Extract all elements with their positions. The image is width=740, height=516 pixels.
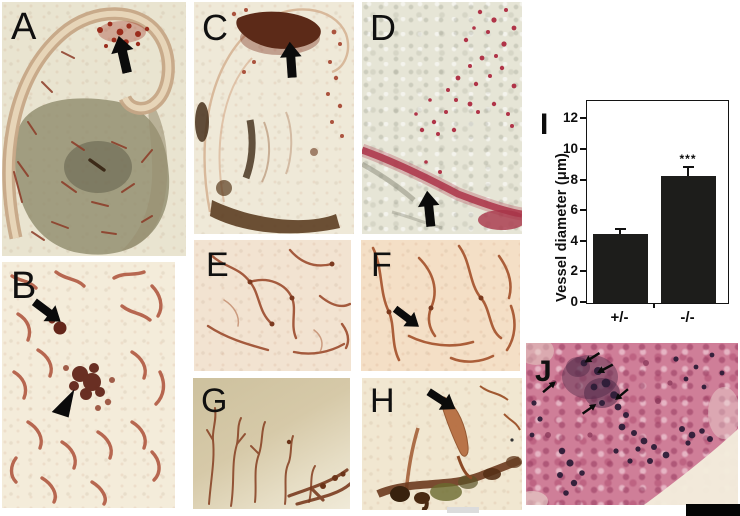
y-tick-mark (580, 147, 586, 150)
bar--/- (661, 176, 716, 303)
panel-b-label: B (11, 265, 37, 307)
y-tick-mark (580, 239, 586, 242)
scale-bar-faint (447, 507, 479, 513)
micrograph-art (376, 385, 522, 510)
y-tick-mark (580, 301, 586, 303)
micrograph-art (9, 270, 166, 506)
small-arrow-icon (595, 360, 616, 377)
panel-h-label: H (370, 382, 395, 420)
small-arrow-icon (582, 348, 603, 366)
panel-a-micrograph: A (2, 2, 186, 256)
y-tick-label: 12 (562, 110, 578, 126)
thick-arrow-icon (389, 301, 425, 335)
x-tick-mark (653, 303, 655, 308)
micrograph-art (526, 343, 738, 505)
error-bar-cap (615, 228, 626, 231)
thick-arrow-icon (423, 383, 461, 418)
panel-i-label: I (540, 108, 549, 141)
y-tick-label: 6 (570, 202, 578, 218)
error-bar (687, 168, 689, 176)
x-category-label: -/- (680, 309, 695, 326)
small-arrow-icon (612, 385, 631, 403)
y-tick-label: 8 (570, 171, 578, 187)
panel-h-micrograph: H (362, 378, 522, 510)
panel-f-micrograph: F (361, 240, 520, 371)
y-tick-mark (580, 209, 586, 212)
error-bar (619, 230, 621, 235)
thick-arrow-icon (107, 33, 140, 76)
thick-arrow-icon (27, 293, 66, 330)
panel-a-label: A (11, 6, 37, 48)
micrograph-art (206, 407, 350, 507)
panel-e-label: E (206, 246, 229, 284)
panel-g-label: G (201, 382, 228, 420)
y-tick-label: 10 (562, 140, 578, 156)
panel-g-micrograph: G (193, 378, 350, 509)
micrograph-art (362, 8, 522, 230)
thick-arrow-icon (278, 41, 304, 79)
panel-i-bar-chart: I Vessel diameter (μm) *** 0 2 4 6 8 10 12 +/- -… (538, 94, 738, 334)
micrograph-art (2, 7, 175, 255)
panel-j-micrograph: J (526, 343, 738, 505)
y-tick-mark (580, 178, 586, 181)
plot-area: *** (586, 100, 729, 304)
panel-c-micrograph: C (194, 2, 354, 234)
y-tick-mark (580, 117, 586, 120)
scale-bar (686, 504, 740, 516)
y-tick-label: 0 (570, 294, 578, 309)
y-tick-mark (580, 270, 586, 273)
significance-stars: *** (679, 152, 697, 167)
thick-arrow-icon (415, 190, 442, 228)
panel-b-micrograph: B (2, 262, 175, 508)
x-category-label: +/- (610, 309, 629, 326)
y-tick-label: 2 (570, 263, 578, 279)
y-tick-label: 4 (570, 232, 578, 248)
panel-d-micrograph: D (362, 2, 522, 234)
panel-f-label: F (371, 246, 392, 284)
error-bar-cap (683, 166, 694, 169)
micrograph-art (371, 244, 516, 363)
small-arrow-icon (579, 400, 599, 417)
panel-e-micrograph: E (194, 240, 351, 371)
micrograph-art (195, 8, 350, 234)
micrograph-art (206, 248, 351, 355)
bar-+/- (593, 234, 648, 303)
panel-j-label: J (535, 355, 552, 388)
panel-c-label: C (202, 7, 228, 48)
panel-d-label: D (370, 7, 396, 48)
arrowhead-icon (48, 387, 86, 423)
small-arrow-icon (539, 378, 558, 396)
